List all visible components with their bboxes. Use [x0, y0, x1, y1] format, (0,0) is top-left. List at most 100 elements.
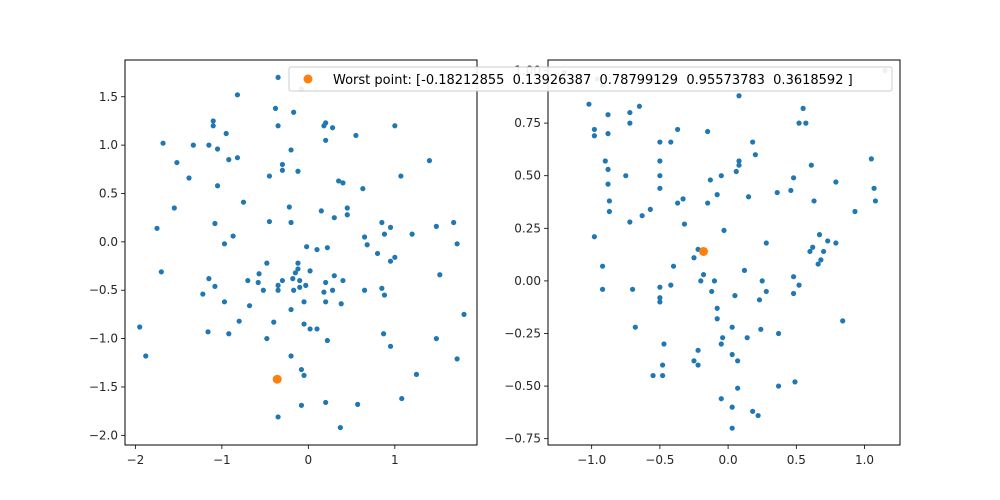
data-point — [288, 353, 294, 359]
data-point — [691, 255, 697, 261]
data-point — [143, 353, 149, 359]
data-point — [275, 74, 281, 81]
axes-frame — [124, 59, 478, 446]
worst-point-marker — [272, 374, 282, 384]
data-point — [212, 220, 218, 227]
data-point — [820, 248, 827, 255]
data-point — [264, 260, 270, 266]
data-point — [591, 133, 597, 139]
data-point — [750, 408, 756, 414]
data-point — [461, 311, 467, 318]
data-point — [774, 189, 780, 196]
data-point — [833, 179, 839, 185]
data-point — [750, 139, 756, 145]
data-point — [291, 109, 297, 115]
data-point — [796, 282, 802, 288]
data-point — [714, 192, 720, 198]
data-point — [337, 424, 343, 431]
x-tick-label: −1 — [213, 453, 231, 467]
data-point — [210, 123, 216, 129]
data-point — [240, 199, 247, 205]
data-point — [361, 287, 368, 293]
data-point — [279, 161, 286, 168]
data-point — [810, 244, 816, 250]
data-point — [732, 293, 738, 299]
data-point — [675, 126, 681, 133]
data-point — [206, 276, 212, 282]
data-point — [755, 412, 761, 419]
data-point — [288, 306, 294, 313]
data-point — [736, 158, 742, 164]
data-point — [718, 173, 724, 179]
data-point — [591, 234, 597, 240]
data-point — [745, 194, 752, 200]
data-point — [297, 284, 303, 290]
data-point — [657, 299, 663, 305]
data-point — [868, 156, 874, 162]
data-point — [437, 272, 443, 278]
x-tick-label: −0.5 — [645, 453, 674, 467]
data-point — [275, 287, 281, 293]
data-point — [329, 125, 336, 131]
data-point — [307, 326, 313, 332]
data-point — [297, 277, 303, 284]
data-point — [627, 109, 633, 116]
data-point — [279, 167, 286, 173]
data-point — [234, 92, 241, 98]
data-point — [709, 288, 715, 295]
data-point — [426, 158, 433, 164]
data-point — [314, 246, 320, 253]
data-point — [290, 276, 296, 282]
data-point — [752, 152, 758, 158]
data-point — [705, 200, 711, 206]
data-point — [338, 301, 344, 307]
data-point — [714, 305, 720, 311]
data-point — [872, 198, 879, 204]
y-tick-label: −1.0 — [89, 332, 118, 346]
data-point — [221, 299, 228, 305]
data-point — [605, 181, 611, 187]
data-point — [661, 341, 667, 347]
data-point — [680, 196, 686, 202]
data-point — [256, 271, 262, 277]
data-point — [360, 186, 366, 192]
data-point — [718, 341, 724, 347]
data-point — [825, 238, 831, 244]
data-point — [606, 198, 612, 204]
data-point — [190, 142, 196, 148]
data-point — [271, 319, 277, 325]
data-point — [236, 318, 242, 324]
data-point — [763, 288, 769, 295]
x-tick-label: 0 — [305, 453, 313, 467]
data-point — [160, 140, 166, 146]
data-point — [344, 212, 350, 218]
data-point — [668, 139, 674, 145]
data-point — [691, 358, 697, 364]
data-point — [210, 118, 216, 124]
data-point — [660, 362, 666, 368]
data-point — [323, 279, 329, 286]
data-point — [223, 130, 229, 137]
data-point — [807, 248, 813, 255]
data-point — [266, 218, 273, 225]
data-point — [695, 347, 701, 353]
data-point — [711, 278, 718, 284]
data-point — [379, 285, 385, 291]
data-point — [323, 137, 329, 143]
data-point — [329, 287, 336, 293]
data-point — [763, 240, 769, 246]
data-point — [318, 208, 324, 214]
data-point — [790, 175, 797, 181]
data-point — [288, 219, 294, 226]
data-point — [775, 330, 782, 337]
data-point — [303, 282, 309, 288]
data-point — [355, 401, 361, 407]
data-point — [605, 166, 611, 172]
data-point — [811, 198, 817, 204]
data-point — [298, 366, 305, 373]
data-point — [657, 284, 663, 290]
data-point — [729, 351, 735, 358]
data-point — [340, 180, 346, 186]
data-point — [340, 277, 346, 284]
